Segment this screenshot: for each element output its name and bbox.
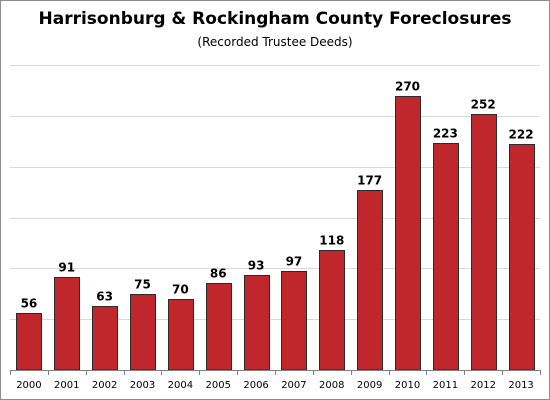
- data-label-2010: 270: [395, 80, 420, 94]
- data-label-2000: 56: [21, 297, 38, 311]
- data-label-2001: 91: [58, 261, 75, 275]
- bar-2006: [244, 275, 270, 371]
- x-tick-label-2002: 2002: [92, 380, 117, 391]
- x-tick-label-2013: 2013: [508, 380, 533, 391]
- x-tick-label-2012: 2012: [470, 380, 495, 391]
- data-label-2012: 252: [471, 98, 496, 112]
- x-tick-label-2006: 2006: [243, 380, 268, 391]
- bar-2012: [471, 114, 497, 371]
- bar-2002: [92, 306, 118, 371]
- x-tick-label-2005: 2005: [205, 380, 230, 391]
- bar-2011: [433, 143, 459, 371]
- data-label-2003: 75: [134, 278, 151, 292]
- x-tick-label-2010: 2010: [395, 380, 420, 391]
- x-tick-label-2011: 2011: [433, 380, 458, 391]
- data-label-2011: 223: [433, 127, 458, 141]
- x-tick-label-2009: 2009: [357, 380, 382, 391]
- data-label-2002: 63: [96, 290, 113, 304]
- bar-2009: [357, 190, 383, 371]
- x-tick-label-2008: 2008: [319, 380, 344, 391]
- bar-2008: [319, 250, 345, 371]
- chart-title: Harrisonburg & Rockingham County Foreclo…: [38, 9, 512, 29]
- bar-2001: [54, 277, 80, 371]
- bar-2005: [206, 283, 232, 371]
- data-label-2007: 97: [286, 255, 303, 269]
- bar-2000: [16, 313, 42, 371]
- bar-2007: [281, 271, 307, 371]
- x-tick-label-2004: 2004: [168, 380, 193, 391]
- data-label-2013: 222: [509, 128, 534, 142]
- data-label-2004: 70: [172, 283, 189, 297]
- bar-2004: [168, 299, 194, 371]
- x-tick-label-2001: 2001: [54, 380, 79, 391]
- data-label-2006: 93: [248, 259, 265, 273]
- x-tick-label-2003: 2003: [130, 380, 155, 391]
- chart-subtitle: (Recorded Trustee Deeds): [197, 35, 353, 49]
- data-label-2005: 86: [210, 267, 227, 281]
- data-label-2009: 177: [357, 174, 382, 188]
- x-tick-label-2000: 2000: [16, 380, 41, 391]
- data-label-2008: 118: [319, 234, 344, 248]
- x-tick-label-2007: 2007: [281, 380, 306, 391]
- bar-2013: [509, 144, 535, 371]
- bar-2003: [130, 294, 156, 371]
- bar-2010: [395, 96, 421, 371]
